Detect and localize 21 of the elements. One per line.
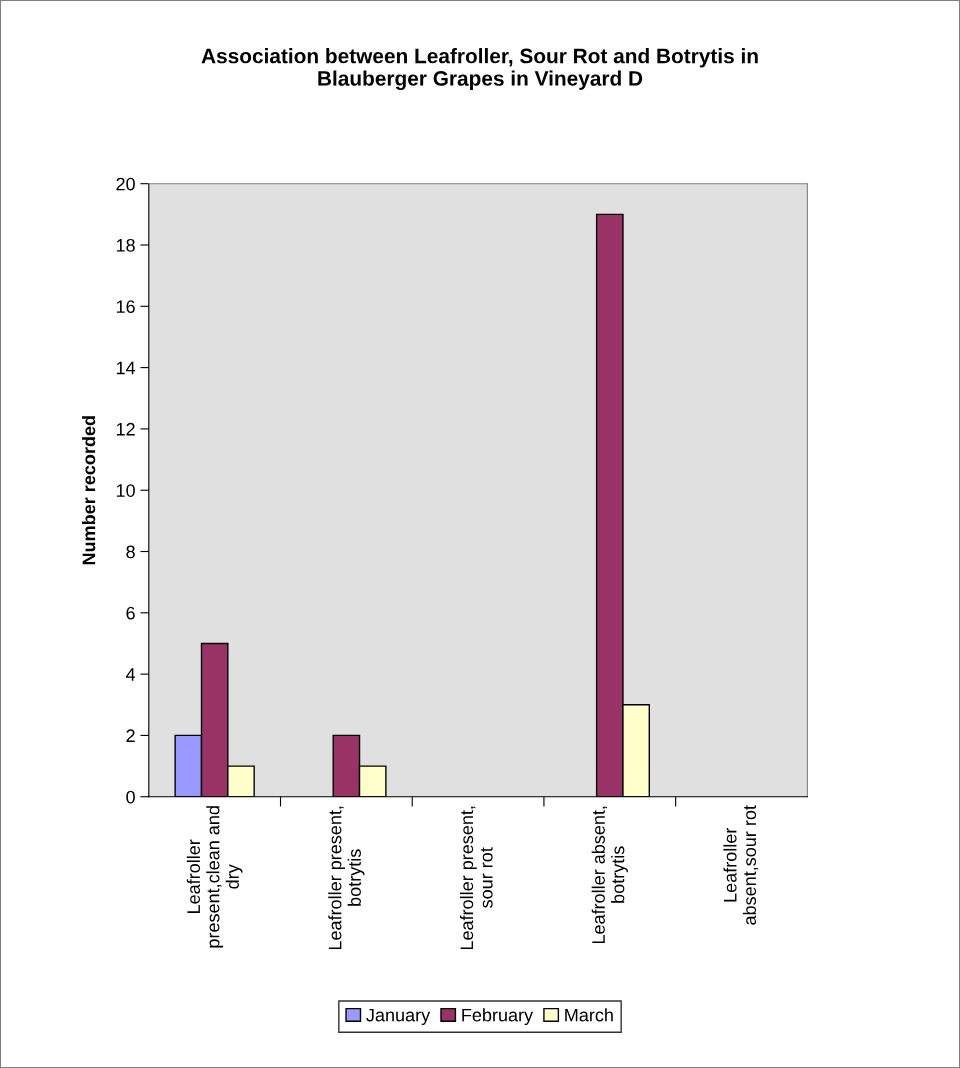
- legend-label: February: [462, 1008, 534, 1026]
- y-tick-label: 6: [126, 606, 135, 620]
- x-tick-label: Leafroller absent,sour rot: [723, 805, 759, 925]
- y-tick-label: 10: [116, 484, 135, 497]
- y-tick-label: 2: [126, 729, 135, 742]
- x-tick-label: Leafroller present, botrytis: [328, 806, 365, 950]
- y-tick-label: 12: [116, 422, 135, 436]
- y-tick-label: 18: [116, 238, 135, 252]
- y-tick-label: 4: [125, 668, 136, 681]
- chart-title: Association between Leafroller, Sour Rot and Botrytis in Blauberger Grapes in Vineyard D: [201, 48, 758, 91]
- x-tick-label: Leafroller present,clean and dry: [186, 806, 243, 948]
- x-tick-label: Leafroller absent, botrytis: [591, 806, 628, 944]
- legend-label: January: [366, 1008, 431, 1026]
- legend-label: March: [565, 1008, 613, 1022]
- x-tick-label: Leafroller present, sour rot: [459, 806, 493, 950]
- y-tick-label: 20: [116, 177, 135, 191]
- y-tick-label: 8: [126, 545, 135, 559]
- y-tick-label: 14: [116, 361, 136, 375]
- y-tick-label: 0: [126, 790, 135, 804]
- y-tick-label: 16: [116, 300, 135, 314]
- y-axis-title: Number recorded: [82, 416, 96, 565]
